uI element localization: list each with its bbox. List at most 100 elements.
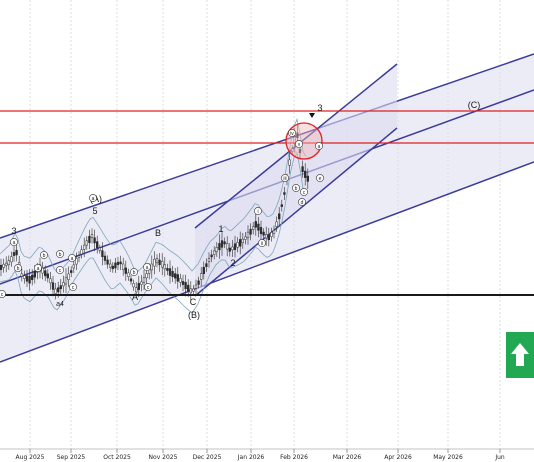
target-circle (285, 122, 323, 160)
x-tick-label: Aug 2025 (16, 454, 45, 461)
candle-body (72, 264, 75, 269)
wave-circle (56, 266, 64, 274)
candle-body (116, 261, 120, 265)
wave-labels: 3(A)5BAC(B)123(C)abcabcabciiiiiiivvabcde… (0, 100, 480, 320)
candle-body (265, 234, 268, 239)
candle-body (202, 266, 205, 274)
candle-body (288, 159, 291, 166)
candle-body (301, 166, 304, 173)
candle-body (174, 273, 177, 279)
candle-body (109, 263, 112, 268)
candle-body (158, 259, 161, 266)
candle-body (239, 239, 242, 247)
candle-body (215, 247, 218, 253)
candle-body (304, 170, 307, 178)
candle-body (57, 287, 60, 293)
wave-A: A (132, 292, 138, 302)
candle-body (33, 271, 36, 278)
candle-body (298, 148, 302, 153)
wave-minor-label: iv (290, 131, 294, 137)
candle-body (257, 223, 260, 231)
bollinger-bands (0, 117, 307, 314)
candle-body (262, 231, 265, 236)
candle-body (150, 263, 153, 271)
wave-circle (34, 264, 42, 272)
wave-a4: a4 (56, 301, 64, 308)
wave-circle (281, 174, 289, 182)
candle-body (101, 250, 104, 258)
candle-body (207, 258, 211, 262)
candle-body (181, 281, 185, 285)
x-tick-label: Apr 2026 (384, 454, 412, 461)
candle-body (231, 246, 234, 251)
candle-body (275, 221, 278, 227)
candle-body (98, 247, 101, 251)
candle-body (270, 232, 273, 237)
wave-circle (295, 140, 303, 148)
candle-body (12, 252, 16, 256)
wave-minor-label: c (59, 268, 62, 274)
wave-minor-label: a (318, 144, 321, 150)
candle-body (291, 148, 294, 152)
wave-circle (292, 184, 300, 192)
wave-minor-label: d (301, 200, 304, 206)
x-tick-label: Jan 2026 (237, 454, 265, 461)
candle-body (85, 240, 88, 246)
wave-circle (10, 238, 18, 246)
candle-body (233, 243, 237, 250)
wave-minor-label: a (37, 266, 40, 272)
candle-body (127, 272, 130, 277)
x-tick-label: Dec 2025 (193, 454, 222, 461)
wave-minor-label: a (92, 196, 95, 202)
x-tick-label: Mar 2026 (333, 454, 362, 461)
wave-circle (300, 188, 308, 196)
candle-body (213, 250, 216, 255)
wave-minor-label: i (257, 209, 258, 215)
signal-badge[interactable] (506, 332, 534, 378)
wave-B: B (155, 228, 161, 238)
candle-body (166, 268, 169, 271)
candle-body (103, 255, 107, 261)
wave-circle (69, 283, 77, 291)
candle-body (171, 271, 174, 277)
candle-body (124, 267, 127, 274)
candle-body (44, 270, 47, 277)
candle-body (0, 264, 3, 270)
candle-body (122, 263, 125, 270)
wave-circle (56, 250, 64, 258)
wave-circle (130, 268, 138, 276)
wave-minor-label: e (319, 176, 322, 182)
candle-body (25, 275, 29, 282)
wave-5: 5 (92, 206, 97, 216)
candle-body (135, 287, 138, 293)
x-tick-label: Jun (494, 454, 505, 461)
wave-minor-label: b (43, 253, 46, 259)
candle-body (153, 258, 156, 267)
candle-body (280, 204, 283, 207)
candle-body (252, 226, 255, 230)
candle-body (31, 274, 34, 280)
wave-minor-label: a (146, 265, 149, 271)
x-tick-label: Oct 2025 (103, 454, 131, 461)
candle-body (54, 288, 57, 294)
candle-body (210, 254, 213, 258)
x-tick-label: Sep 2025 (57, 454, 86, 461)
candle-body (119, 261, 122, 265)
candle-body (114, 262, 117, 269)
candle-body (49, 278, 52, 284)
candle-body (205, 263, 208, 267)
candle-body (80, 249, 83, 255)
candle-body (96, 241, 99, 249)
horizontal-levels (0, 110, 534, 296)
wave-1: 1 (218, 224, 223, 234)
wave-circle (68, 254, 76, 262)
candle-body (192, 288, 195, 292)
candle-body (306, 175, 309, 182)
candle-body (223, 241, 226, 245)
candle-body (241, 238, 244, 244)
candle-body (145, 273, 148, 279)
candle-body (5, 262, 8, 266)
channel-steep-lower (194, 127, 398, 297)
